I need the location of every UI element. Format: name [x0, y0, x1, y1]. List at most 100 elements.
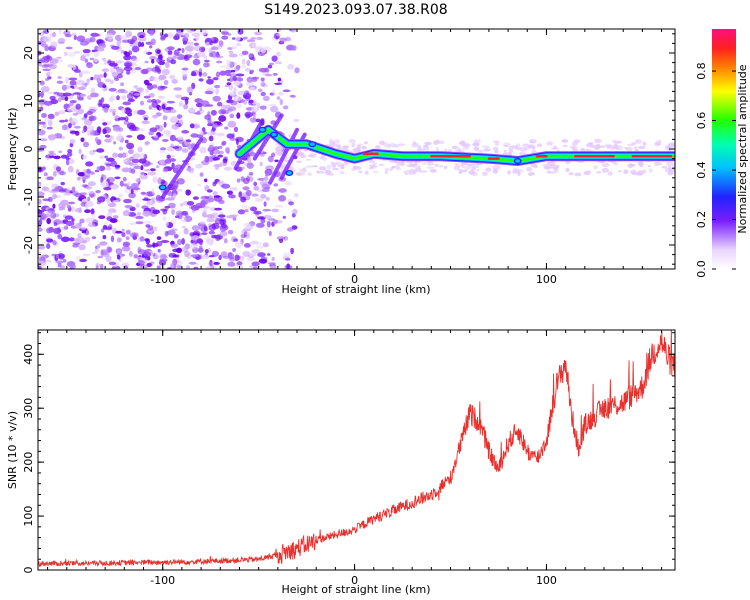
- noise-blob: [206, 217, 215, 223]
- noise-blob: [38, 148, 45, 152]
- noise-blob: [159, 159, 167, 166]
- noise-blob: [176, 247, 183, 253]
- noise-blob: [258, 88, 263, 93]
- trace-halo: [322, 156, 327, 161]
- noise-blob: [126, 142, 135, 150]
- noise-blob: [42, 68, 51, 72]
- noise-blob: [108, 202, 117, 208]
- noise-blob: [53, 91, 60, 95]
- trace-halo: [361, 145, 367, 150]
- noise-blob: [198, 71, 203, 77]
- noise-blob: [215, 217, 220, 221]
- noise-blob: [202, 209, 208, 213]
- signal-blob-core: [309, 142, 315, 146]
- noise-blob: [102, 122, 108, 126]
- noise-blob: [211, 37, 215, 42]
- noise-blob: [131, 183, 139, 188]
- noise-blob: [228, 50, 234, 54]
- noise-blob: [117, 250, 121, 254]
- noise-blob: [269, 92, 275, 96]
- noise-blob: [226, 215, 235, 219]
- noise-blob: [254, 118, 261, 123]
- noise-blob: [269, 265, 277, 269]
- trace-halo: [373, 170, 379, 174]
- noise-blob: [164, 230, 169, 237]
- noise-blob: [84, 236, 91, 242]
- noise-blob: [144, 255, 149, 261]
- noise-blob: [233, 80, 241, 86]
- noise-blob: [117, 153, 124, 158]
- noise-blob: [59, 189, 67, 193]
- trace-halo: [648, 168, 653, 173]
- noise-blob: [44, 259, 52, 263]
- noise-blob: [182, 40, 188, 45]
- trace-halo: [601, 167, 610, 173]
- noise-blob: [65, 76, 69, 84]
- noise-blob: [234, 254, 240, 261]
- noise-blob: [227, 78, 231, 82]
- noise-blob: [116, 73, 123, 79]
- noise-blob: [171, 205, 177, 212]
- noise-blob: [236, 178, 241, 183]
- noise-blob: [249, 69, 254, 73]
- noise-blob: [283, 236, 289, 241]
- noise-blob: [225, 147, 230, 154]
- noise-blob: [151, 114, 158, 119]
- noise-blob: [78, 244, 86, 251]
- noise-blob: [248, 172, 254, 176]
- noise-blob: [236, 112, 241, 119]
- trace-halo: [507, 170, 511, 175]
- noise-blob: [251, 106, 260, 113]
- trace-halo: [476, 150, 482, 154]
- noise-blob: [135, 203, 140, 208]
- noise-blob: [140, 68, 149, 75]
- noise-blob: [164, 205, 171, 209]
- trace-halo: [358, 170, 363, 174]
- noise-blob: [46, 126, 53, 130]
- noise-blob: [250, 206, 258, 212]
- noise-blob: [208, 230, 215, 235]
- trace-halo: [543, 165, 551, 170]
- trace-halo: [433, 140, 440, 145]
- noise-blob: [42, 123, 47, 129]
- trace-halo: [661, 166, 667, 169]
- noise-blob: [82, 49, 91, 54]
- noise-blob: [46, 218, 51, 225]
- noise-blob: [240, 196, 247, 203]
- noise-blob: [282, 105, 289, 110]
- noise-blob: [148, 131, 154, 136]
- noise-blob: [204, 178, 208, 183]
- noise-blob: [199, 130, 204, 135]
- noise-blob: [180, 216, 187, 223]
- noise-blob: [171, 123, 180, 130]
- noise-blob: [278, 91, 284, 96]
- noise-blob: [205, 238, 215, 245]
- trace-halo: [426, 166, 435, 169]
- noise-blob: [227, 108, 233, 113]
- noise-blob: [241, 58, 246, 65]
- noise-blob: [122, 39, 130, 43]
- noise-blob: [221, 35, 229, 40]
- noise-blob: [68, 165, 74, 173]
- y-tick-label: 20: [22, 46, 35, 60]
- noise-blob: [218, 214, 226, 218]
- noise-blob: [159, 150, 166, 154]
- noise-blob: [276, 96, 281, 100]
- noise-blob: [193, 266, 199, 269]
- trace-halo: [357, 143, 363, 148]
- trace-halo: [398, 161, 405, 166]
- noise-blob: [283, 252, 292, 258]
- trace-halo: [429, 168, 437, 173]
- noise-blob: [172, 258, 178, 266]
- noise-blob: [212, 77, 219, 81]
- noise-blob: [122, 210, 130, 217]
- noise-blob: [167, 32, 173, 39]
- noise-blob: [134, 95, 138, 100]
- noise-blob: [116, 254, 121, 260]
- noise-blob: [49, 33, 57, 38]
- trace-halo: [318, 171, 325, 174]
- noise-blob: [185, 139, 192, 143]
- noise-blob: [74, 51, 81, 54]
- trace-halo: [303, 154, 307, 158]
